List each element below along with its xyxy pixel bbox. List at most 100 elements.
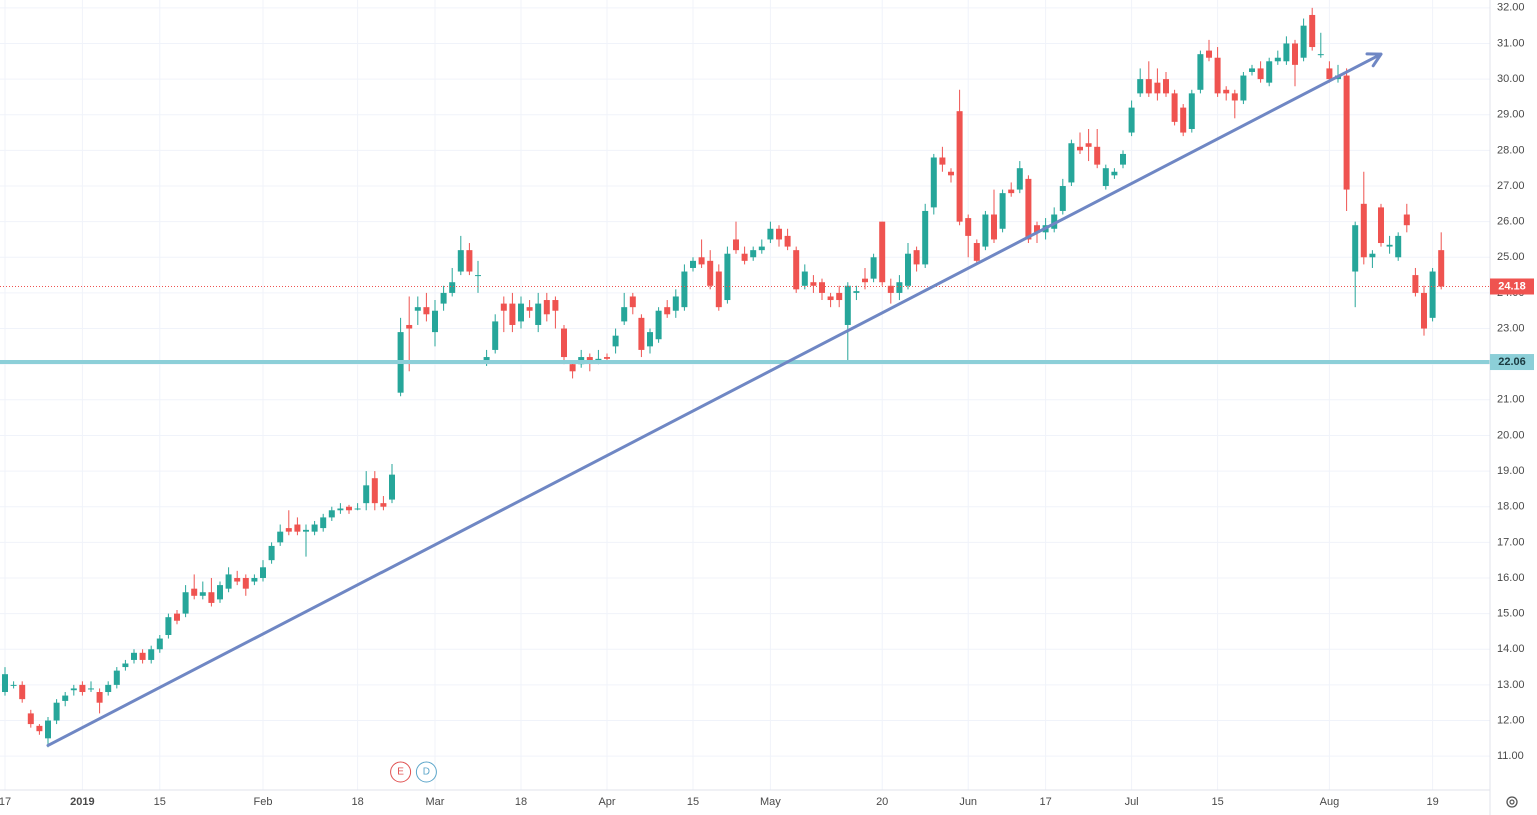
candle-body	[1068, 143, 1075, 183]
x-tick-label: Feb	[254, 796, 273, 808]
candle-body	[844, 285, 851, 325]
candle-body	[88, 688, 94, 690]
candle-body	[371, 478, 378, 504]
candle-body	[363, 485, 370, 504]
candle-body	[53, 702, 60, 721]
gear-ring[interactable]	[1506, 796, 1518, 808]
candle-body	[1051, 214, 1058, 229]
candle-body	[113, 670, 120, 685]
candle-body	[1343, 75, 1350, 190]
candle-body	[793, 250, 800, 290]
candle-body	[70, 688, 77, 691]
x-tick-label: Jul	[1125, 796, 1139, 808]
candle-body	[1206, 50, 1212, 58]
candle-body	[10, 684, 17, 686]
gear-center[interactable]	[1509, 799, 1515, 805]
candle-body	[208, 592, 215, 603]
candle-body	[887, 285, 894, 293]
event-label: E	[397, 767, 404, 778]
candle-body	[1309, 14, 1316, 48]
x-tick-label: Aug	[1320, 796, 1340, 808]
candle-body	[1120, 153, 1126, 165]
candle-body	[1188, 93, 1195, 129]
candle-body	[999, 193, 1006, 229]
candle-body	[776, 228, 782, 240]
candle-body	[836, 292, 843, 301]
candle-body	[380, 503, 387, 507]
candle-body	[27, 713, 34, 725]
price-label-box	[1490, 278, 1534, 295]
candle-body	[535, 303, 542, 325]
x-tick-label: Jun	[959, 796, 977, 808]
trendline	[46, 52, 1383, 747]
candle-body	[449, 282, 456, 293]
candle-body	[1059, 186, 1066, 211]
candle-body	[182, 592, 189, 614]
y-tick-label: 17.00	[1497, 536, 1525, 548]
candle-body	[724, 253, 731, 301]
candle-body	[1085, 143, 1092, 147]
candle-body	[406, 324, 413, 329]
y-tick-label: 30.00	[1497, 73, 1525, 85]
y-tick-label: 32.00	[1497, 2, 1525, 14]
candle-body	[225, 574, 232, 589]
candle-body	[1429, 271, 1436, 318]
candle-body	[569, 364, 576, 372]
candle-body	[518, 303, 524, 322]
candle-body	[1438, 250, 1445, 287]
event-marker	[390, 761, 412, 783]
settings-icon[interactable]	[1506, 796, 1518, 808]
candle-body	[1360, 203, 1367, 258]
candle-body	[234, 577, 241, 582]
candle-body	[930, 157, 937, 208]
candle-body	[500, 303, 507, 311]
candle-body	[328, 510, 335, 518]
candle-body	[638, 317, 645, 350]
candle-body	[758, 246, 765, 251]
price-label: 24.18	[1498, 280, 1526, 292]
candle-body	[853, 291, 860, 293]
candle-body	[1034, 225, 1040, 233]
candle-body	[1403, 214, 1410, 226]
candle-body	[1145, 79, 1152, 94]
x-tick-label: May	[760, 796, 781, 808]
candle-body	[1223, 89, 1230, 94]
candle-body	[1257, 68, 1264, 80]
candle-body	[595, 358, 602, 361]
candle-body	[896, 282, 903, 293]
candle-body	[303, 529, 309, 532]
candle-body	[586, 357, 593, 361]
candle-body	[1111, 171, 1118, 176]
candle-body	[1137, 79, 1144, 94]
x-tick-label: 15	[154, 796, 166, 808]
candle-body	[1025, 178, 1032, 240]
candle-body	[423, 307, 430, 315]
candle-body	[939, 157, 946, 165]
y-tick-label: 26.00	[1497, 216, 1525, 228]
candle-body	[1214, 57, 1221, 94]
candle-body	[1240, 75, 1247, 101]
candle-body	[664, 307, 671, 315]
candle-body	[1395, 235, 1402, 258]
event-marker	[415, 761, 437, 783]
trendline-arrow	[1365, 52, 1383, 68]
candles	[2, 7, 1445, 748]
x-tick-label: 17	[0, 796, 11, 808]
candle-body	[148, 649, 155, 660]
candle-body	[784, 235, 791, 247]
y-tick-label: 14.00	[1497, 643, 1525, 655]
candle-body	[475, 275, 481, 277]
y-tick-label: 13.00	[1497, 679, 1525, 691]
candle-body	[268, 545, 275, 561]
candle-body	[96, 692, 103, 703]
candle-body	[973, 243, 980, 261]
candle-body	[991, 214, 997, 240]
candle-body	[294, 524, 301, 532]
candle-body	[1283, 43, 1290, 62]
candle-body	[466, 250, 473, 272]
candle-body	[629, 296, 636, 308]
candle-body	[879, 221, 886, 283]
candle-body	[1016, 168, 1023, 190]
y-tick-label: 11.00	[1497, 750, 1524, 762]
